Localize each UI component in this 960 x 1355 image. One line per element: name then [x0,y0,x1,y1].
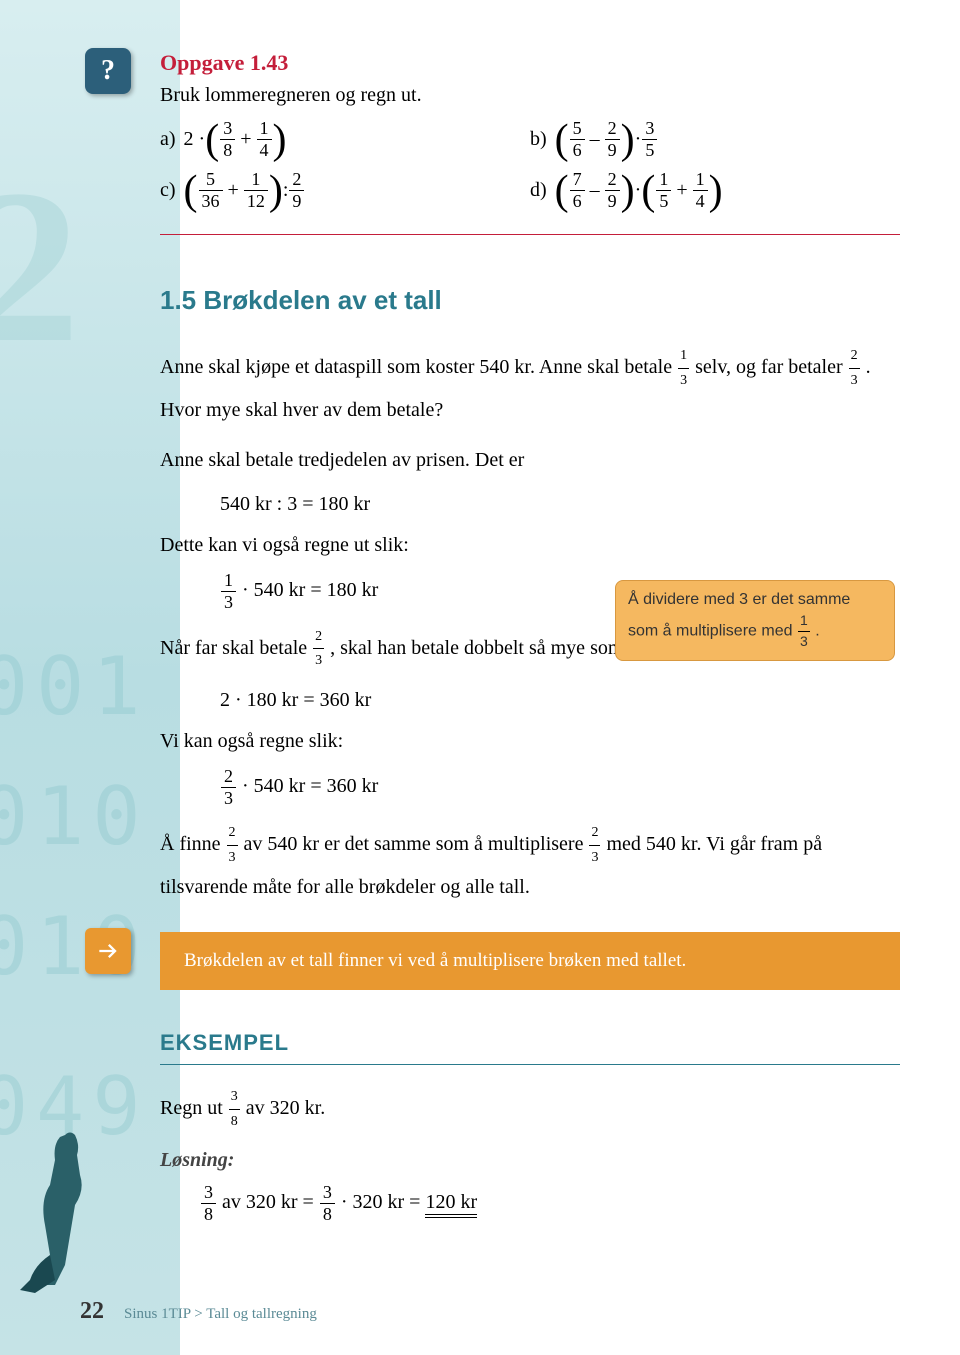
page-footer: 22 Sinus 1TIP > Tall og tallregning [80,1298,317,1325]
problem-d: d) ( 76 – 29 ) · ( 15 + 14 ) [530,169,900,212]
op: – [590,128,600,151]
fraction: 38 [229,1085,240,1134]
op: + [228,179,239,202]
expr-text: : [283,179,289,202]
text: av 320 kr = [222,1191,319,1213]
calculation: 540 kr : 3 = 180 kr [220,493,900,516]
fraction: 14 [693,169,708,212]
fraction: 15 [656,169,671,212]
paragraph: Anne skal betale tredjedelen av prisen. … [160,443,900,477]
losning-label: Løsning: [160,1149,900,1172]
answer-result: 120 kr [425,1191,477,1218]
expr-text: · [635,179,642,202]
fraction: 29 [605,169,620,212]
eksempel-divider [160,1064,900,1065]
text: selv, og far betaler [695,356,848,378]
problem-label: a) [160,128,176,151]
text: · 540 kr = 180 kr [242,579,378,601]
text: Regn ut [160,1097,228,1119]
text: av 540 kr er det samme som å multipliser… [244,833,589,855]
oppgave-title: Oppgave 1.43 [160,50,900,76]
paragraph: Vi kan også regne slik: [160,724,900,758]
fraction: 14 [257,118,272,161]
problem-a: a) 2 · ( 38 + 14 ) [160,118,530,161]
op: – [590,179,600,202]
text: · 540 kr = 360 kr [242,775,378,797]
fraction: 38 [220,118,235,161]
fraction: 38 [201,1182,216,1225]
section-divider [160,234,900,235]
op: + [676,179,687,202]
fraction: 29 [289,169,304,212]
eksempel-answer: 38 av 320 kr = 38 · 320 kr = 120 kr [200,1182,900,1225]
expr-text: · [635,128,642,151]
eksempel-title: EKSEMPEL [160,1030,900,1056]
calculation: 23 · 540 kr = 360 kr [220,766,900,809]
section-title: 1.5 Brøkdelen av et tall [160,285,900,316]
fraction: 13 [221,570,236,613]
page-number: 22 [80,1298,104,1325]
fraction: 13 [678,344,689,393]
paragraph: Dette kan vi også regne ut slik: [160,528,900,562]
text: Når far skal betale [160,636,312,658]
problem-c: c) ( 536 + 112 ) : 29 [160,169,530,212]
problem-row: c) ( 536 + 112 ) : 29 d) ( 76 – 29 ) · (… [160,169,900,212]
problem-label: d) [530,179,547,202]
problem-label: b) [530,128,547,151]
text: · 320 kr = [341,1191,426,1213]
fraction: 56 [570,118,585,161]
expr-text: 2 · [184,128,206,151]
fraction: 13 [798,611,810,651]
eksempel-question: Regn ut 38 av 320 kr. [160,1085,900,1134]
oppgave-subtitle: Bruk lommeregneren og regn ut. [160,80,900,110]
fraction: 23 [589,821,600,870]
fraction: 23 [313,625,324,674]
problem-row: a) 2 · ( 38 + 14 ) b) ( 56 – 29 ) · 35 [160,118,900,161]
fraction: 76 [570,169,585,212]
text: av 320 kr. [246,1097,325,1119]
fraction: 38 [320,1182,335,1225]
text: Å finne [160,833,226,855]
fraction: 35 [642,118,657,161]
fraction: 23 [849,344,860,393]
fraction: 23 [227,821,238,870]
calculation: 2 · 180 kr = 360 kr [220,689,900,712]
fraction: 112 [244,169,268,212]
note-box: Å dividere med 3 er det samme som å mult… [615,580,895,661]
text: Anne skal kjøpe et dataspill som koster … [160,356,677,378]
problem-b: b) ( 56 – 29 ) · 35 [530,118,900,161]
fraction: 536 [199,169,223,212]
fraction: 29 [605,118,620,161]
paragraph: Anne skal kjøpe et dataspill som koster … [160,344,900,427]
text: . [815,623,819,640]
footer-breadcrumb: Sinus 1TIP > Tall og tallregning [124,1306,317,1323]
problem-label: c) [160,179,176,202]
rule-box: Brøkdelen av et tall finner vi ved å mul… [160,932,900,990]
fraction: 23 [221,766,236,809]
paragraph: Å finne 23 av 540 kr er det samme som å … [160,821,900,904]
page-content: Oppgave 1.43 Bruk lommeregneren og regn … [0,0,960,1267]
op: + [240,128,251,151]
